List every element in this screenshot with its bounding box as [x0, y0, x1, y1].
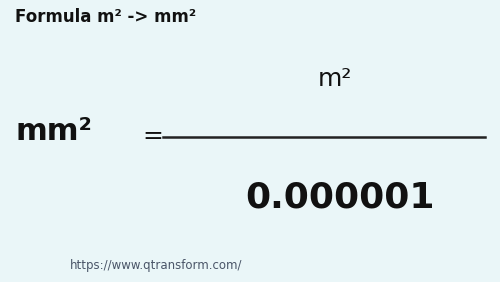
- Text: =: =: [142, 124, 163, 148]
- Text: Formula m² -> mm²: Formula m² -> mm²: [15, 8, 196, 27]
- Text: mm²: mm²: [15, 117, 92, 146]
- Text: 0.000001: 0.000001: [245, 180, 435, 214]
- Text: https://www.qtransform.com/: https://www.qtransform.com/: [70, 259, 242, 272]
- Text: m²: m²: [318, 67, 352, 91]
